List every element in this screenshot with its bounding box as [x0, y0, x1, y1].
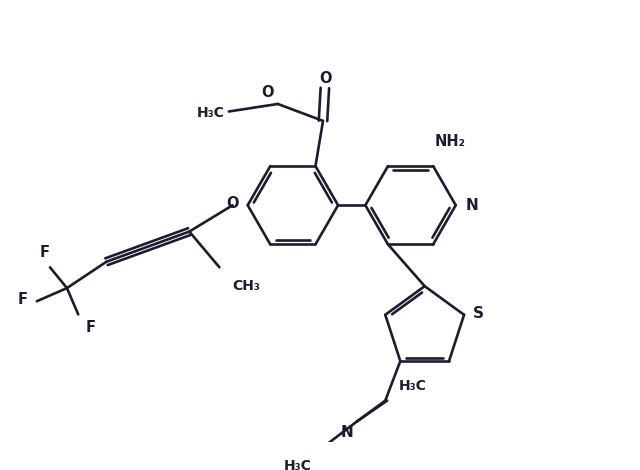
Text: F: F: [39, 245, 49, 260]
Text: H₃C: H₃C: [399, 379, 426, 393]
Text: H₃C: H₃C: [197, 106, 225, 120]
Text: S: S: [472, 306, 484, 321]
Text: O: O: [262, 85, 274, 100]
Text: F: F: [86, 320, 96, 335]
Text: N: N: [466, 198, 479, 213]
Text: N: N: [340, 425, 353, 440]
Text: NH₂: NH₂: [435, 134, 466, 149]
Text: O: O: [226, 196, 238, 211]
Text: F: F: [17, 292, 28, 307]
Text: CH₃: CH₃: [232, 279, 260, 293]
Text: O: O: [319, 71, 332, 86]
Text: H₃C: H₃C: [284, 459, 312, 470]
